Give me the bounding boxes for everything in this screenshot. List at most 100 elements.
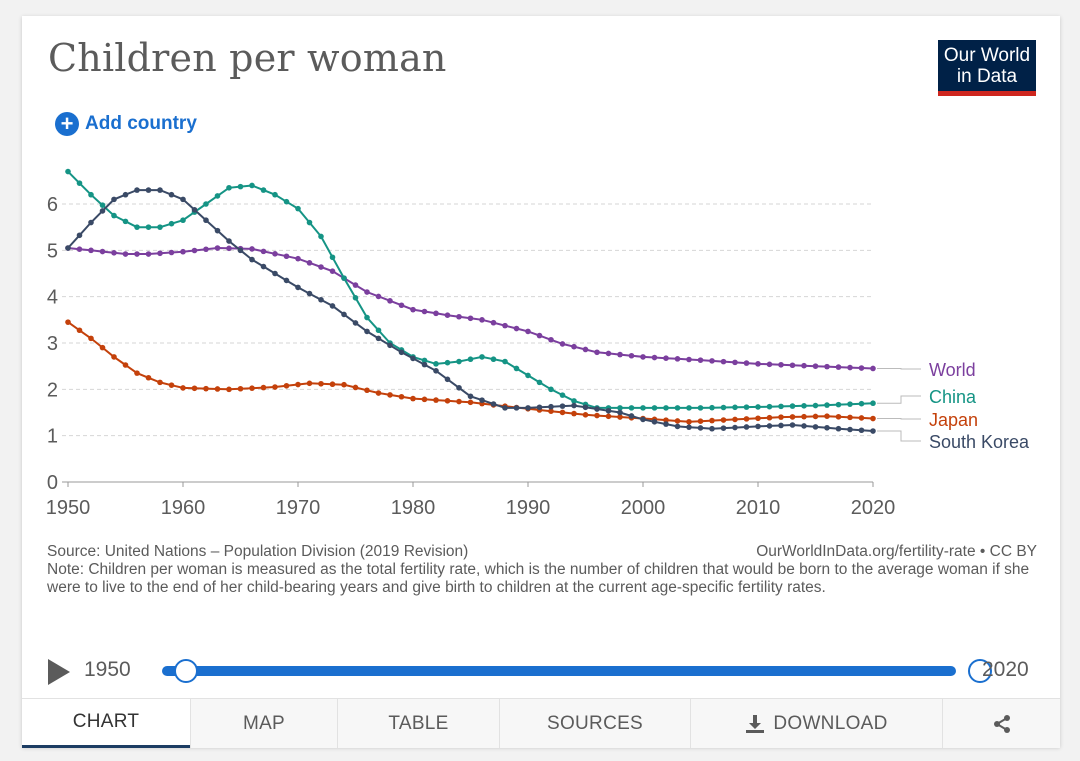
data-point [180,196,186,203]
play-icon[interactable] [48,659,70,685]
data-point [237,247,244,254]
owid-logo[interactable]: Our World in Data [938,40,1036,96]
data-point [145,187,152,193]
data-point [226,184,232,191]
data-point [180,248,186,255]
data-point [99,344,106,351]
data-point [536,332,543,339]
data-point [858,400,865,407]
data-point [467,399,474,406]
data-point [318,296,324,303]
data-point [789,362,796,369]
share-button[interactable] [942,699,1060,748]
data-point [513,365,520,372]
tab-sources[interactable]: SOURCES [499,699,690,748]
logo-line-2: in Data [956,66,1018,87]
data-point [421,308,428,315]
data-point [283,198,290,205]
data-point [835,364,842,370]
data-point [157,187,163,193]
data-point [456,398,462,405]
data-point [134,187,140,193]
data-point [594,412,600,419]
timeline-track[interactable] [162,666,956,676]
data-point [743,416,750,422]
data-point [502,358,508,365]
data-point [329,268,336,274]
data-point [490,401,497,407]
data-point [640,416,646,423]
tab-chart[interactable]: CHART [22,699,190,748]
data-point [835,401,842,408]
data-point [306,219,313,226]
tab-download[interactable]: DOWNLOAD [690,699,942,748]
data-point [364,328,370,335]
data-point [490,356,497,363]
data-point [157,379,163,386]
data-point [766,414,773,421]
data-point [145,251,152,257]
data-point [387,298,393,304]
data-point [536,379,543,386]
data-point [329,254,336,261]
data-point [122,362,129,368]
data-point [651,405,658,411]
source-text: Source: United Nations – Population Divi… [47,543,469,560]
data-point [99,202,106,208]
data-point [502,322,508,329]
timeline-start-handle[interactable] [174,659,198,683]
data-point [76,232,83,239]
data-point [329,381,336,388]
data-point [559,403,566,409]
data-point [398,393,405,400]
data-point [272,191,278,198]
tab-table[interactable]: TABLE [337,699,499,748]
data-point [237,385,244,392]
data-point [272,270,278,277]
data-point [870,400,876,407]
timeline-start-year: 1950 [84,658,131,681]
data-point [812,402,819,409]
data-point [651,418,658,425]
data-point [663,355,669,361]
data-point [617,351,623,358]
logo-line-1: Our World [943,45,1031,66]
data-point [812,424,819,430]
data-point [559,409,566,416]
timeline-end-handle[interactable] [968,659,992,683]
data-point [456,358,462,365]
data-point [65,168,71,175]
data-point [249,246,255,252]
data-point [410,306,416,313]
data-point [191,206,198,213]
data-point [778,403,784,410]
data-point [686,418,692,425]
data-point [571,402,577,409]
data-point [99,208,106,214]
data-point [76,246,83,252]
data-point [364,314,370,321]
source-url-link[interactable]: OurWorldInData.org/fertility-rate • CC B… [756,543,1037,560]
y-tick-label: 2 [47,379,58,401]
data-point [720,425,727,431]
tab-map[interactable]: MAP [190,699,337,748]
data-point [640,405,646,411]
data-point [456,313,462,320]
x-tick-label: 1960 [161,497,206,519]
data-point [617,405,623,411]
data-point [76,327,83,334]
data-point [858,365,865,371]
chart-footer: Source: United Nations – Population Divi… [47,543,1037,597]
add-country-button[interactable]: + Add country [55,111,197,137]
data-point [214,227,221,234]
tab-sources-label: SOURCES [546,712,644,734]
data-point [295,381,301,388]
data-point [789,414,796,420]
data-point [88,191,94,198]
chart-card: Children per woman Our World in Data + A… [22,16,1060,748]
data-point [709,358,715,364]
data-point [88,219,94,226]
data-point [260,187,267,193]
data-point [456,384,462,391]
data-point [663,405,669,411]
